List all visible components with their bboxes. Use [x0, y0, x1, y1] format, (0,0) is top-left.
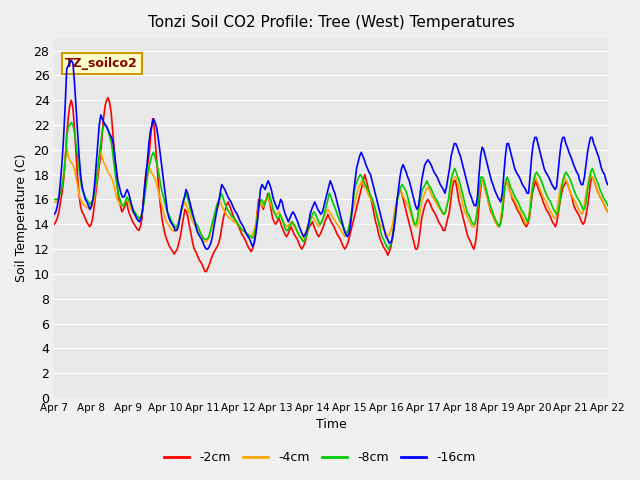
- Y-axis label: Soil Temperature (C): Soil Temperature (C): [15, 154, 28, 282]
- X-axis label: Time: Time: [316, 419, 346, 432]
- Title: Tonzi Soil CO2 Profile: Tree (West) Temperatures: Tonzi Soil CO2 Profile: Tree (West) Temp…: [148, 15, 515, 30]
- Text: TZ_soilco2: TZ_soilco2: [65, 57, 138, 70]
- Legend: -2cm, -4cm, -8cm, -16cm: -2cm, -4cm, -8cm, -16cm: [159, 446, 481, 469]
